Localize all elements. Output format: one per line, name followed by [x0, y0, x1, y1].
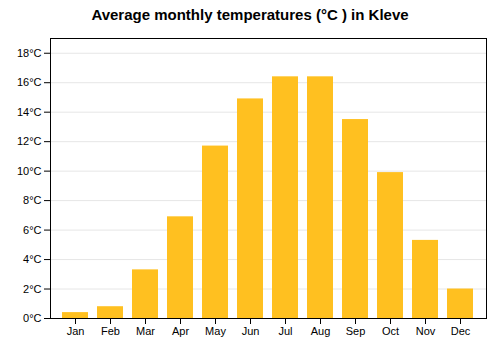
html-text:Average monthly temperatures (: Average monthly temperatures (°C ) in Kl… [91, 6, 409, 23]
svg-text:Jul: Jul [278, 325, 292, 337]
svg-text:Oct: Oct [382, 325, 399, 337]
svg-text:16°C: 16°C [17, 76, 42, 88]
svg-text:18°C: 18°C [17, 47, 42, 59]
svg-text:4°C: 4°C [23, 253, 42, 265]
svg-text:Nov: Nov [416, 325, 436, 337]
svg-text:Jun: Jun [242, 325, 260, 337]
svg-text:Dec: Dec [451, 325, 471, 337]
svg-text:8°C: 8°C [23, 194, 42, 206]
svg-text:14°C: 14°C [17, 106, 42, 118]
svg-text:0°C: 0°C [23, 312, 42, 324]
svg-text:Feb: Feb [101, 325, 120, 337]
svg-text:6°C: 6°C [23, 224, 42, 236]
svg-text:Jan: Jan [67, 325, 85, 337]
svg-text:May: May [205, 325, 226, 337]
svg-text:Sep: Sep [346, 325, 366, 337]
svg-text:Aug: Aug [311, 325, 331, 337]
svg-text:10°C: 10°C [17, 165, 42, 177]
svg-text:Mar: Mar [136, 325, 155, 337]
svg-text:2°C: 2°C [23, 283, 42, 295]
svg-text:Apr: Apr [172, 325, 189, 337]
svg-text:12°C: 12°C [17, 135, 42, 147]
